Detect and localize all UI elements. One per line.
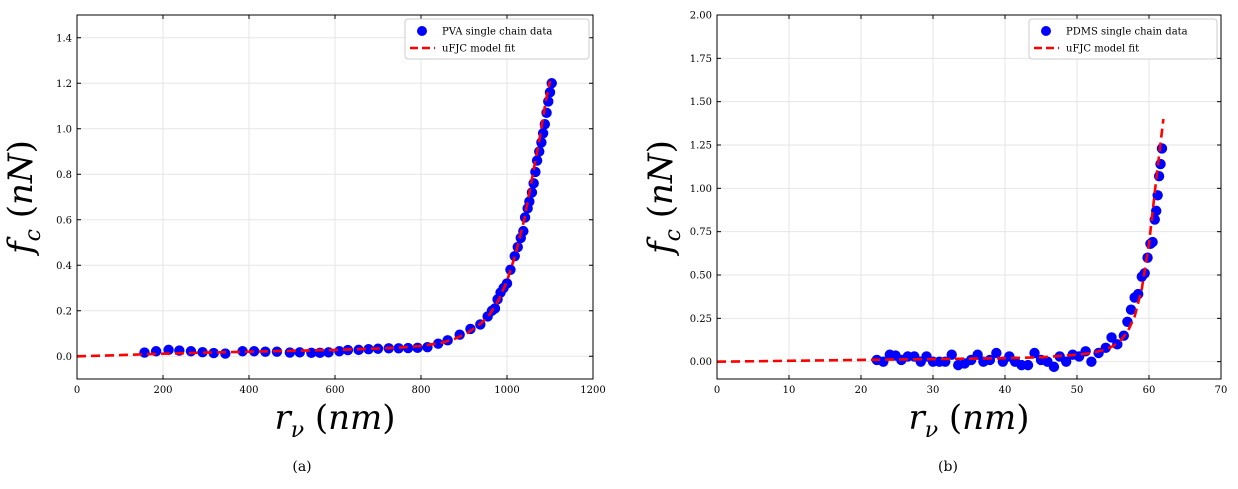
- x-tick-label: 30: [927, 385, 940, 396]
- y-tick-label: 0.75: [690, 227, 712, 238]
- x-tick-label: 60: [1143, 385, 1156, 396]
- data-point: [197, 346, 208, 358]
- legend-label: uFJC model fit: [1066, 44, 1139, 55]
- x-tick-label: 600: [325, 385, 344, 396]
- scatter-series: [871, 143, 1168, 373]
- data-point: [1156, 143, 1168, 154]
- data-point: [248, 346, 260, 357]
- data-point: [284, 347, 296, 358]
- grid: [76, 15, 594, 379]
- data-point: [208, 347, 219, 359]
- y-tick-label: 2.00: [690, 11, 712, 22]
- data-point: [185, 346, 197, 357]
- x-tick-label: 40: [999, 385, 1012, 396]
- data-point: [220, 348, 231, 359]
- fit-line: [76, 80, 552, 358]
- y-tick-label: 1.50: [690, 97, 712, 108]
- data-point: [505, 264, 516, 275]
- y-tick-label: 1.75: [690, 54, 712, 65]
- data-point: [433, 338, 444, 349]
- legend: PDMS single chain data uFJC model fit: [1028, 18, 1218, 60]
- data-point: [1029, 347, 1040, 359]
- data-point: [393, 343, 404, 354]
- legend: PVA single chain data uFJC model fit: [404, 18, 590, 60]
- y-tick-label: 1.2: [56, 79, 72, 90]
- x-tick-label: 0: [74, 385, 80, 396]
- y-tick-label: 0.4: [56, 261, 72, 272]
- x-tick-label: 1200: [580, 385, 605, 396]
- y-tick-label: 0.25: [690, 314, 712, 325]
- x-tick-label: 0: [714, 385, 720, 396]
- y-tick-label: 0.6: [56, 215, 72, 226]
- data-point: [412, 342, 423, 354]
- subfigure-caption: (a): [292, 459, 311, 475]
- y-tick-label: 1.00: [690, 184, 712, 195]
- data-point: [1112, 339, 1123, 350]
- x-tick-label: 800: [411, 385, 430, 396]
- legend-box: [1028, 18, 1218, 60]
- data-point: [543, 96, 554, 107]
- y-tick-label: 0.8: [56, 170, 72, 181]
- x-tick-label: 10: [783, 385, 796, 396]
- data-point: [1048, 361, 1060, 373]
- data-point: [294, 347, 305, 358]
- subfigure-caption: (b): [938, 459, 958, 475]
- x-tick-label: 70: [1215, 385, 1228, 396]
- y-tick-label: 0.00: [690, 357, 712, 368]
- x-axis-label: rν (nm): [274, 398, 395, 443]
- y-axis-label: fc (nN): [641, 140, 686, 257]
- chart-b: 0 10 20 30 40 50 60 70 0.00 0.25 0.50 0.75 1.00 1.25 1…: [641, 11, 1227, 476]
- legend-label: PDMS single chain data: [1066, 27, 1188, 38]
- plot-frame: [76, 14, 594, 380]
- x-tick-label: 1000: [494, 385, 519, 396]
- y-tick-label: 1.4: [56, 33, 72, 44]
- plot-frame: [716, 14, 1222, 380]
- scatter-series: [139, 78, 557, 359]
- data-point: [946, 349, 957, 360]
- y-tick-label: 1.25: [690, 141, 712, 152]
- x-axis-label: rν (nm): [908, 398, 1029, 443]
- data-point: [1022, 359, 1034, 371]
- data-point: [991, 347, 1002, 359]
- fit-line: [716, 118, 1165, 363]
- y-tick-label: 0.0: [56, 352, 72, 363]
- data-point: [1125, 304, 1137, 315]
- x-tick-label: 20: [855, 385, 868, 396]
- y-tick-label: 0.50: [690, 271, 712, 282]
- data-point: [536, 137, 547, 148]
- data-point: [139, 347, 150, 358]
- legend-label: uFJC model fit: [442, 44, 515, 55]
- grid: [716, 14, 1222, 379]
- legend-marker: [417, 26, 427, 36]
- x-tick-label: 50: [1071, 385, 1084, 396]
- x-tick-label: 400: [239, 385, 258, 396]
- y-axis-label: fc (nN): [1, 140, 46, 257]
- legend-box: [404, 18, 590, 60]
- x-tick-label: 200: [153, 385, 172, 396]
- data-point: [237, 346, 248, 357]
- data-point: [363, 343, 374, 355]
- legend-marker: [1041, 26, 1051, 36]
- data-point: [402, 342, 414, 354]
- data-point: [509, 250, 520, 262]
- data-point: [1106, 332, 1117, 343]
- y-tick-label: 0.2: [56, 306, 72, 317]
- data-point: [1061, 356, 1072, 367]
- chart-a: 0 200 400 600 800 1000 1200 0.0 0.2 0.4 0.6 0.8 1.0 1…: [1, 14, 606, 475]
- data-point: [1086, 356, 1097, 367]
- legend-label: PVA single chain data: [442, 27, 552, 38]
- y-tick-label: 1.0: [56, 124, 72, 135]
